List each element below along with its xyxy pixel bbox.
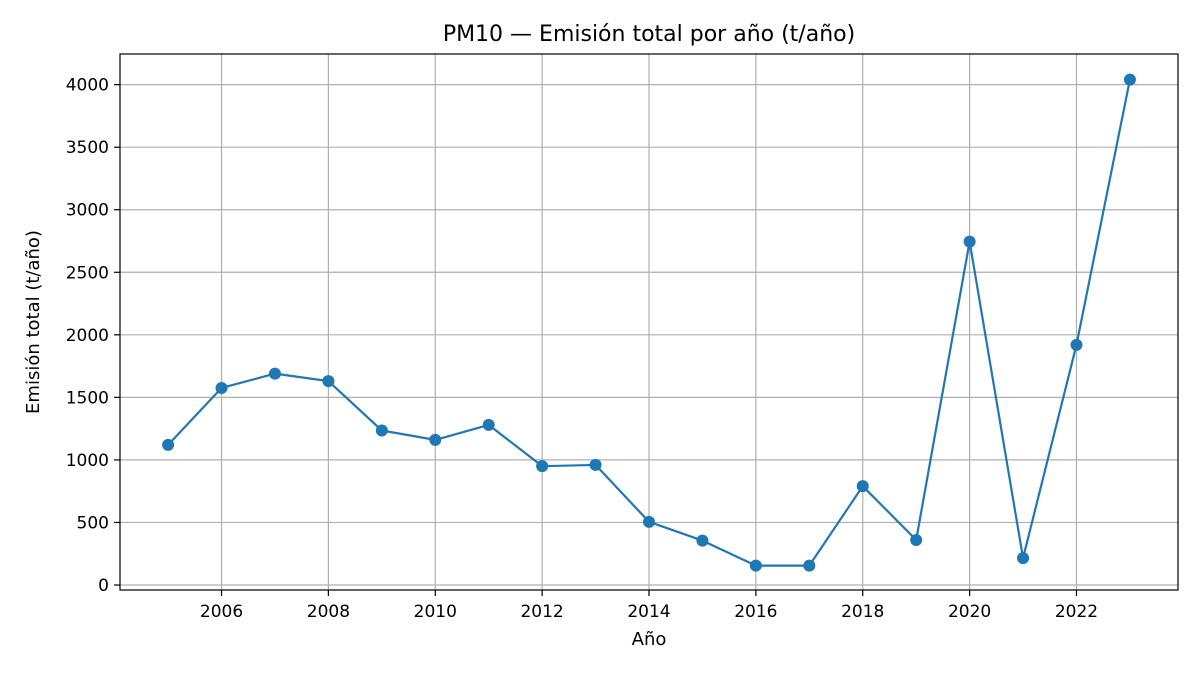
data-point (429, 433, 442, 446)
x-tick-label: 2006 (200, 602, 243, 622)
y-tick-label: 3000 (66, 201, 109, 221)
data-point (1070, 338, 1083, 351)
data-point (696, 534, 709, 547)
y-axis: 0 500 1000 1500 2000 2500 3000 3500 4000 (66, 76, 120, 596)
x-axis-label: Año (632, 629, 667, 650)
x-tick-label: 2020 (948, 602, 991, 622)
data-point (1123, 73, 1136, 86)
data-point (749, 559, 762, 572)
data-point (162, 438, 175, 451)
x-tick-label: 2022 (1055, 602, 1098, 622)
data-point (215, 381, 228, 394)
y-tick-label: 2000 (66, 326, 109, 346)
x-tick-label: 2016 (734, 602, 777, 622)
y-tick-label: 3500 (66, 138, 109, 158)
data-point (375, 424, 388, 437)
x-tick-label: 2008 (307, 602, 350, 622)
x-tick-label: 2010 (414, 602, 457, 622)
data-point (803, 559, 816, 572)
data-point (589, 458, 602, 471)
data-point (963, 235, 976, 248)
data-point (536, 460, 549, 473)
x-tick-label: 2018 (841, 602, 884, 622)
chart-title: PM10 — Emisión total por año (t/año) (443, 22, 855, 47)
x-axis: 2006 2008 2010 2012 2014 2016 2018 2020 2022 (200, 590, 1098, 622)
y-tick-label: 1000 (66, 451, 109, 471)
x-tick-label: 2012 (520, 602, 563, 622)
series-layer (162, 73, 1136, 572)
y-tick-label: 4000 (66, 76, 109, 96)
data-point (322, 375, 335, 388)
grid (120, 54, 1178, 590)
data-point (268, 367, 281, 380)
data-point (910, 533, 923, 546)
y-tick-label: 500 (77, 513, 109, 533)
y-tick-label: 0 (98, 576, 109, 596)
y-axis-label: Emisión total (t/año) (23, 230, 44, 414)
y-tick-label: 2500 (66, 263, 109, 283)
data-point (482, 418, 495, 431)
data-point (1017, 552, 1030, 565)
data-point (643, 515, 655, 528)
y-tick-label: 1500 (66, 388, 109, 408)
data-point (856, 480, 869, 493)
x-tick-label: 2014 (627, 602, 670, 622)
